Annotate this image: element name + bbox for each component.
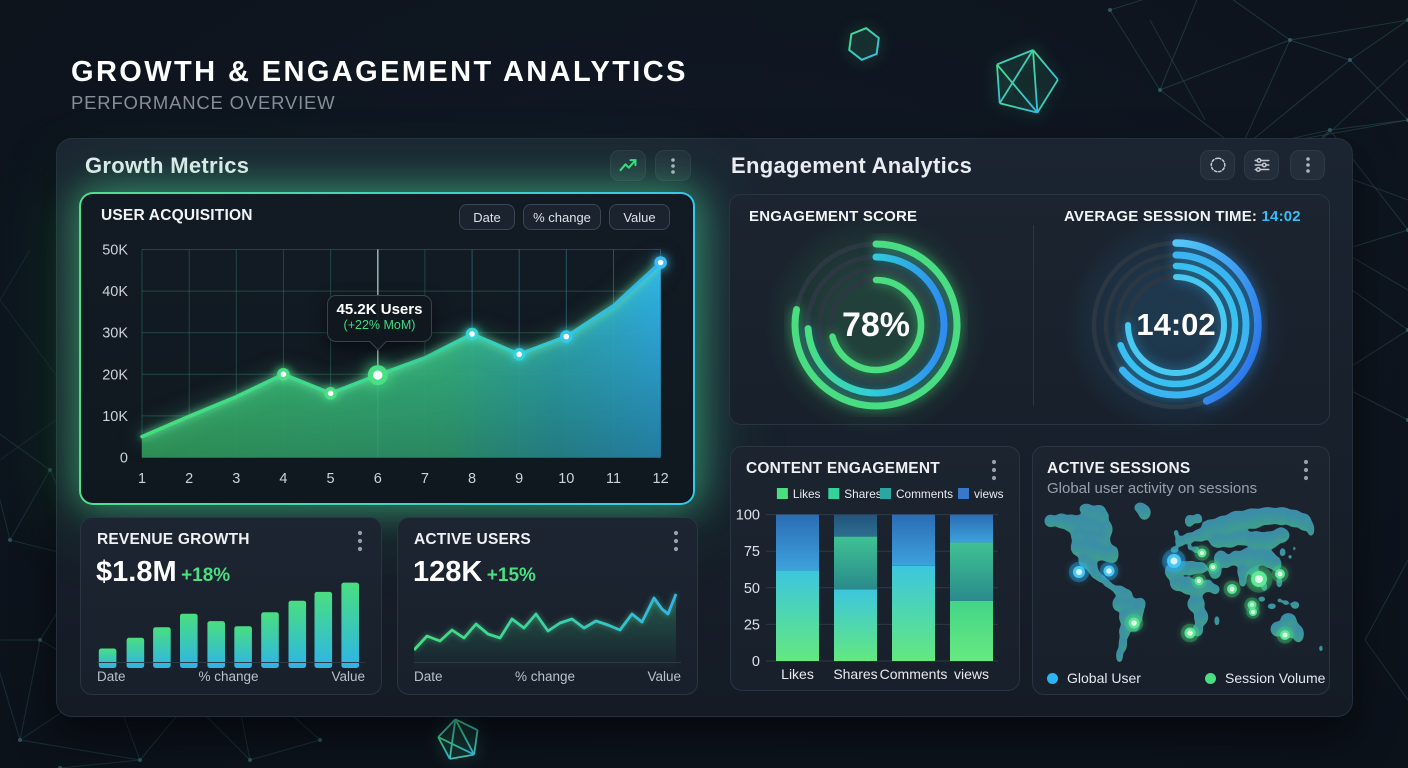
- svg-text:Shares: Shares: [844, 487, 881, 501]
- svg-text:30K: 30K: [102, 326, 128, 342]
- svg-text:1: 1: [138, 471, 146, 487]
- svg-text:Comments: Comments: [880, 666, 948, 682]
- svg-text:11: 11: [606, 471, 621, 487]
- svg-text:12: 12: [653, 471, 669, 487]
- svg-text:Comments: Comments: [896, 487, 953, 501]
- svg-text:9: 9: [515, 471, 523, 487]
- svg-text:6: 6: [374, 471, 382, 487]
- svg-text:50: 50: [744, 581, 760, 597]
- svg-text:Likes: Likes: [793, 487, 821, 501]
- svg-text:10: 10: [558, 471, 574, 487]
- svg-text:25: 25: [744, 617, 760, 633]
- svg-text:0: 0: [752, 654, 760, 670]
- svg-text:75: 75: [744, 544, 760, 560]
- svg-text:8: 8: [468, 471, 476, 487]
- svg-text:7: 7: [421, 471, 429, 487]
- svg-text:10K: 10K: [102, 409, 128, 425]
- svg-text:40K: 40K: [102, 284, 128, 300]
- svg-text:views: views: [954, 666, 989, 682]
- svg-text:2: 2: [185, 471, 193, 487]
- svg-text:100: 100: [736, 508, 760, 524]
- svg-text:Shares: Shares: [833, 666, 877, 682]
- svg-text:5: 5: [327, 471, 335, 487]
- svg-text:Likes: Likes: [781, 666, 814, 682]
- svg-text:4: 4: [279, 471, 287, 487]
- svg-text:0: 0: [120, 451, 128, 467]
- svg-text:20K: 20K: [102, 367, 128, 383]
- svg-text:views: views: [974, 487, 1004, 501]
- svg-text:3: 3: [232, 471, 240, 487]
- svg-text:50K: 50K: [102, 243, 128, 259]
